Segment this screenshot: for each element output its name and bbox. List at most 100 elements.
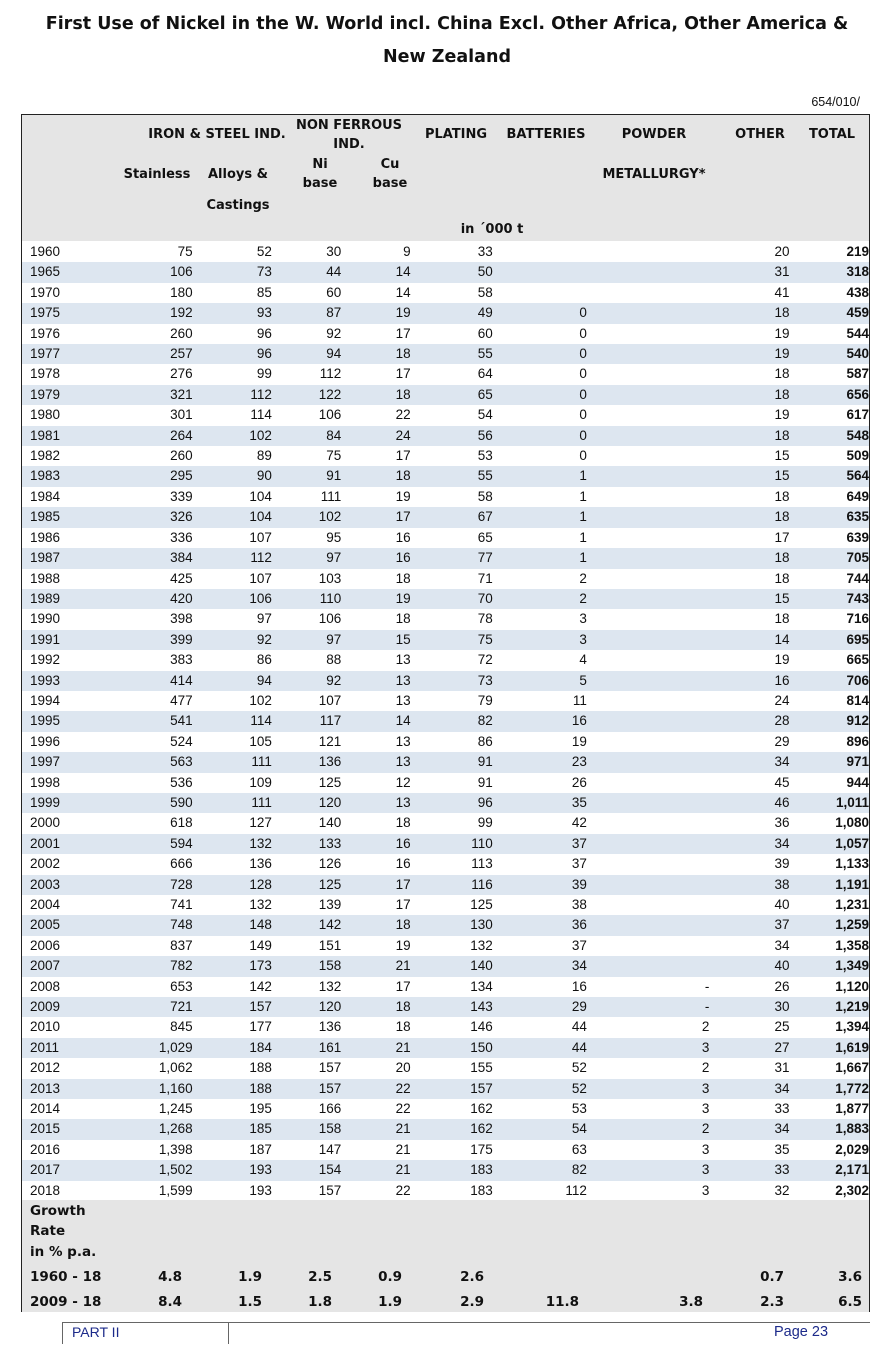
value-cell: 112 (192, 384, 272, 406)
year-cell: 2002 (30, 856, 61, 872)
value-cell: 105 (249, 733, 272, 749)
year-cell: 1980 (30, 407, 61, 423)
value-cell: 19 (709, 344, 790, 365)
year-cell: 2003 (22, 874, 98, 895)
total-cell: 1,772 (789, 1078, 869, 1100)
value-cell: 42 (571, 815, 587, 831)
total-cell: 743 (789, 588, 869, 610)
value-cell: 33 (709, 1160, 790, 1181)
year-cell: 1965 (22, 262, 98, 283)
total-cell: 2,171 (789, 1160, 869, 1181)
value-cell: 782 (97, 956, 193, 977)
value-cell: 104 (249, 488, 272, 504)
value-cell: 44 (492, 1037, 587, 1059)
value-cell: 110 (271, 588, 342, 610)
value-cell: 17 (395, 448, 411, 464)
value-cell: 50 (410, 262, 493, 283)
value-cell: 132 (318, 978, 342, 994)
growth-label-3: in % p.a. (30, 1244, 97, 1260)
value-cell: 102 (271, 507, 342, 528)
table-row: 1982 260 89 75 17 53 0 15 509 (22, 446, 869, 466)
value-cell: 125 (271, 874, 342, 895)
value-cell: 162 (470, 1101, 493, 1117)
value-cell: 44 (271, 262, 342, 283)
growth-value: 8.4 (158, 1294, 182, 1310)
value-cell: 158 (271, 1119, 342, 1140)
value-cell: 109 (249, 774, 272, 790)
value-cell: 27 (709, 1037, 790, 1059)
year-cell: 1992 (30, 652, 61, 668)
growth-value: 1.9 (378, 1294, 402, 1310)
value-cell: 92 (326, 325, 342, 341)
value-cell: 49 (410, 303, 493, 324)
value-cell: 132 (192, 833, 272, 855)
value-cell: 15 (341, 629, 411, 651)
total-cell: 706 (789, 670, 869, 691)
value-cell: 18 (341, 384, 411, 406)
growth-value: 2.9 (460, 1294, 484, 1310)
year-cell: 1991 (22, 629, 98, 651)
value-cell (587, 650, 710, 670)
growth-value: 4.8 (158, 1269, 182, 1285)
value-cell (587, 528, 710, 548)
value-cell (586, 425, 710, 447)
total-cell: 540 (789, 344, 869, 365)
value-cell: 96 (410, 792, 493, 814)
value-cell: 28 (709, 711, 790, 732)
year-cell: 1986 (30, 529, 61, 545)
total-cell: 1,259 (789, 915, 869, 936)
nickel-table-frame: IRON & STEEL IND. Stainless Alloys & Cas… (21, 114, 870, 1312)
growth-section: Growth Rate in % p.a. 1960 - 18 4.8 1.9 2.5… (22, 1200, 869, 1312)
table-row: 1995 541 114 117 14 82 16 28 912 (22, 711, 869, 732)
year-cell: 2011 (22, 1037, 98, 1059)
value-cell: 52 (256, 244, 272, 259)
total-cell: 944 (846, 774, 869, 790)
value-cell: - (586, 997, 710, 1018)
value-cell: 17 (341, 874, 411, 895)
table-row: 1999 590 111 120 13 96 35 46 1,011 (22, 792, 869, 814)
year-cell: 1981 (22, 425, 98, 447)
year-cell: 1989 (22, 588, 98, 610)
value-cell: 13 (341, 792, 411, 814)
value-cell: 132 (249, 897, 272, 912)
value-cell: 748 (97, 915, 193, 936)
value-cell: 88 (326, 652, 342, 668)
value-cell: 75 (410, 629, 493, 651)
growth-value: 3.8 (679, 1294, 703, 1310)
table-row: 1977 257 96 94 18 55 0 19 540 (22, 344, 869, 365)
value-cell: 38 (709, 874, 790, 895)
growth-row: 1960 - 18 4.8 1.9 2.5 0.9 2.6 0.7 3.6 (22, 1266, 869, 1288)
header-batteries: BATTERIES (506, 127, 586, 142)
value-cell: 185 (192, 1119, 272, 1140)
total-cell: 971 (789, 752, 869, 773)
value-cell: 18 (709, 303, 790, 324)
value-cell: 114 (192, 711, 272, 732)
value-cell: 1,599 (158, 1182, 193, 1198)
value-cell: 96 (192, 344, 272, 365)
value-cell (586, 466, 710, 487)
value-cell: 37 (709, 915, 790, 936)
value-cell: 18 (395, 1019, 411, 1035)
value-cell: 1,062 (158, 1060, 193, 1076)
table-row: 1988 425 107 103 18 71 2 18 744 (22, 569, 869, 589)
value-cell (587, 487, 710, 507)
value-cell: 260 (170, 448, 193, 464)
total-cell: 1,358 (835, 937, 869, 953)
table-row: 2005 748 148 142 18 130 36 37 1,259 (22, 915, 869, 936)
total-cell: 665 (846, 652, 869, 668)
total-cell: 896 (846, 733, 869, 749)
value-cell: 39 (492, 874, 587, 895)
value-cell: 34 (709, 833, 790, 855)
value-cell: 132 (470, 937, 493, 953)
header-cu-base-2: base (372, 176, 408, 191)
value-cell: 121 (318, 733, 342, 749)
value-cell: 19 (571, 733, 587, 749)
value-cell: 173 (192, 956, 272, 977)
value-cell: 147 (318, 1141, 342, 1157)
value-cell (586, 262, 710, 283)
value-cell (587, 936, 710, 956)
year-cell: 1999 (22, 792, 98, 814)
growth-value: 0.7 (760, 1269, 784, 1285)
value-cell: 70 (410, 588, 493, 610)
year-cell: 2001 (22, 833, 98, 855)
